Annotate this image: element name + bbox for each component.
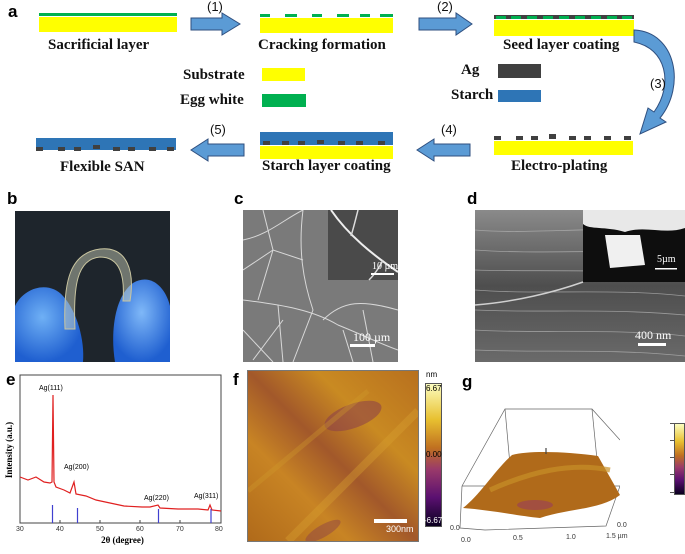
x-tick: 0.0 xyxy=(461,537,471,544)
arrow-left-icon xyxy=(190,138,245,162)
arrow-right-icon xyxy=(418,12,473,36)
arrow-label-5: (5) xyxy=(210,122,226,137)
main-scale-label: 400 nm xyxy=(635,328,672,342)
panel-label-a: a xyxy=(8,2,18,21)
legend-starch-swatch xyxy=(498,90,541,102)
xrd-chart: 30 40 50 60 70 80 2θ (degree) Intensity … xyxy=(0,370,235,549)
arrow-left-icon xyxy=(416,138,471,162)
y-tick-right: 0.0 xyxy=(617,522,627,529)
panel-label-c: c xyxy=(234,189,244,208)
step-starch-coating-label: Starch layer coating xyxy=(262,158,391,174)
curved-arrow-icon xyxy=(633,29,675,135)
peak-annotation: Ag(220) xyxy=(144,495,169,502)
x-tick: 60 xyxy=(136,526,144,533)
arrow-right-icon xyxy=(190,12,241,36)
arrow-label-3: (3) xyxy=(650,76,666,91)
y-axis-label: Intensity (a.u.) xyxy=(4,421,14,479)
step-starch-coating-diagram xyxy=(260,132,393,160)
y-tick-left: 0.0 xyxy=(450,525,460,532)
colorbar-min: -6.67 xyxy=(424,516,443,525)
step-electro-label: Electro-plating xyxy=(511,158,608,174)
main-scale-label: 100 µm xyxy=(353,330,391,344)
panel-label-e: e xyxy=(6,370,16,389)
arrow-label-2: (2) xyxy=(437,0,453,14)
panel-label-b: b xyxy=(7,189,18,208)
peak-annotation: Ag(111) xyxy=(39,385,63,392)
x-tick: 70 xyxy=(176,526,184,533)
scale-bar-label: 300nm xyxy=(386,524,414,534)
step-seed-diagram xyxy=(494,15,634,36)
sem-image-cross-section: 5µm 400 nm xyxy=(475,210,685,362)
inset-scale-label: 5µm xyxy=(657,254,676,265)
x-axis-label: 2θ (degree) xyxy=(101,535,144,545)
x-tick: 0.5 xyxy=(513,535,523,542)
step-san-diagram xyxy=(36,138,176,152)
arrow-label-1: (1) xyxy=(207,0,223,14)
colorbar-small xyxy=(674,423,685,495)
afm-3d-surface: 0.0 0.0 0.5 1.0 1.5 µm 0.0 xyxy=(450,400,628,545)
legend-egg-white-label: Egg white xyxy=(180,92,244,108)
x-tick: 1.0 xyxy=(566,534,576,541)
colorbar-small-ticks xyxy=(664,423,674,495)
sem-image-cracks: 10 µm 100 µm xyxy=(243,210,398,362)
step-cracking-label: Cracking formation xyxy=(258,37,386,53)
step-sacrificial-label: Sacrificial layer xyxy=(48,37,150,53)
peak-annotation: Ag(200) xyxy=(64,464,89,471)
colorbar-unit: nm xyxy=(426,370,438,379)
panel-label-g: g xyxy=(462,372,473,391)
x-tick: 40 xyxy=(56,526,64,533)
legend-substrate-swatch xyxy=(262,68,305,81)
x-tick: 80 xyxy=(215,526,223,533)
legend-substrate-label: Substrate xyxy=(183,67,245,83)
legend-ag-label: Ag xyxy=(461,62,480,78)
panel-label-f: f xyxy=(233,370,239,389)
peak-annotation: Ag(311) xyxy=(194,493,219,500)
afm-2d-map: 300nm xyxy=(247,370,419,542)
inset-scale-label: 10 µm xyxy=(372,261,398,272)
colorbar-max: 6.67 xyxy=(426,384,442,393)
step-cracking-diagram xyxy=(260,14,393,34)
step-seed-label: Seed layer coating xyxy=(503,37,620,53)
colorbar-mid: 0.00 xyxy=(426,450,442,459)
arrow-label-4: (4) xyxy=(441,122,457,137)
colorbar xyxy=(425,383,442,527)
x-tick: 50 xyxy=(96,526,104,533)
photo-flexible-film xyxy=(15,211,170,362)
panel-label-d: d xyxy=(467,189,478,208)
step-san-label: Flexible SAN xyxy=(60,159,145,175)
step-electro-diagram xyxy=(494,134,633,156)
x-tick: 1.5 µm xyxy=(606,533,628,540)
legend-starch-label: Starch xyxy=(451,87,494,103)
legend-egg-white-swatch xyxy=(262,94,306,107)
legend-ag-swatch xyxy=(498,64,541,78)
x-tick: 30 xyxy=(16,526,24,533)
step-sacrificial-diagram xyxy=(39,13,177,33)
